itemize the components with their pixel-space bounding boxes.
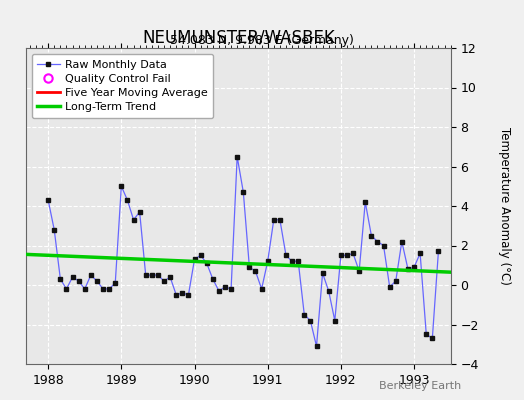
Raw Monthly Data [45,198,51,202]
Text: Berkeley Earth: Berkeley Earth [379,381,461,391]
Text: 54.083 N, 9.983 E (Germany): 54.083 N, 9.983 E (Germany) [170,34,354,47]
Raw Monthly Data [253,269,259,274]
Raw Monthly Data [313,344,320,349]
Raw Monthly Data [136,210,143,214]
Y-axis label: Temperature Anomaly (°C): Temperature Anomaly (°C) [498,127,511,285]
Raw Monthly Data [210,277,216,282]
Raw Monthly Data [423,332,429,337]
Legend: Raw Monthly Data, Quality Control Fail, Five Year Moving Average, Long-Term Tren: Raw Monthly Data, Quality Control Fail, … [32,54,213,118]
Raw Monthly Data [435,249,442,254]
Line: Raw Monthly Data: Raw Monthly Data [47,155,440,348]
Raw Monthly Data [161,279,167,284]
Raw Monthly Data [392,279,399,284]
Raw Monthly Data [234,154,241,159]
Title: NEUMUNSTER/WASBEK: NEUMUNSTER/WASBEK [142,28,335,46]
